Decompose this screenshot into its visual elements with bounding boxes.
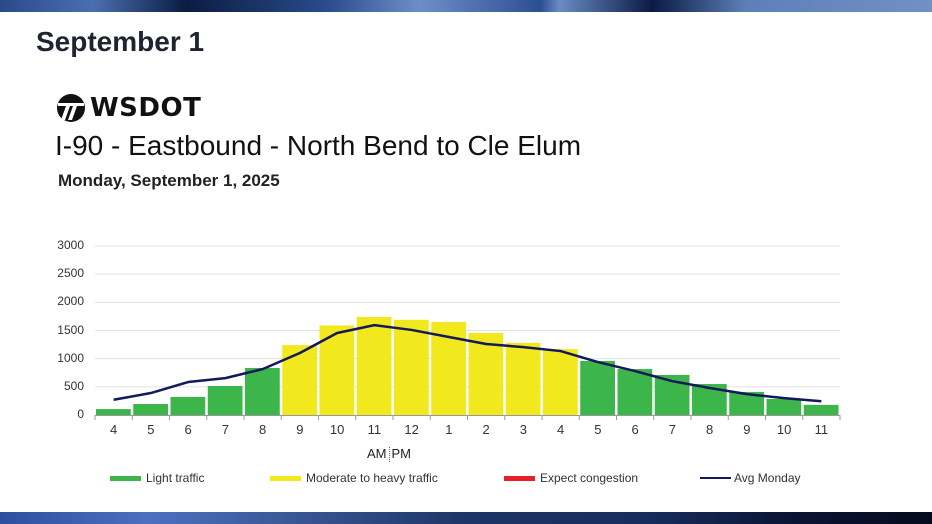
congestion-swatch bbox=[504, 475, 535, 481]
x-tick-label: 4 bbox=[557, 422, 565, 437]
avg-monday-line bbox=[113, 323, 822, 403]
x-tick-label: 9 bbox=[743, 422, 751, 437]
x-tick-label: 3 bbox=[519, 422, 527, 437]
wsdot-logo-text: WSDOT bbox=[90, 93, 202, 123]
x-tick-label: 10 bbox=[329, 422, 345, 437]
x-tick-label: 4 bbox=[110, 422, 118, 437]
x-tick-label: 1 bbox=[445, 422, 453, 437]
legend-label: Expect congestion bbox=[540, 471, 639, 485]
x-tick-label: 5 bbox=[594, 422, 602, 437]
chart-title: I-90 - Eastbound - North Bend to Cle Elu… bbox=[55, 130, 582, 161]
legend-label: Light traffic bbox=[146, 471, 205, 485]
bar-light bbox=[96, 409, 131, 415]
pm-label: PM bbox=[391, 446, 412, 461]
x-tick-label: 2 bbox=[482, 422, 490, 437]
x-tick-label: 10 bbox=[776, 422, 792, 437]
x-tick-label: 5 bbox=[147, 422, 155, 437]
bar-light bbox=[617, 369, 653, 415]
am-pm-divider-label: AM PM bbox=[367, 446, 412, 463]
x-tick-label: 11 bbox=[367, 422, 382, 437]
x-tick-label: 12 bbox=[404, 422, 419, 437]
bar-moderate bbox=[394, 319, 429, 415]
bar-light bbox=[803, 404, 839, 415]
bar-light bbox=[766, 398, 802, 415]
x-tick-label: 6 bbox=[184, 422, 192, 437]
wsdot-logo: WSDOT bbox=[56, 93, 201, 123]
legend-label: Moderate to heavy traffic bbox=[306, 471, 438, 485]
y-tick-label: 1000 bbox=[57, 350, 84, 365]
legend-expect-congestion: Expect congestion bbox=[504, 471, 638, 485]
x-tick-label: 11 bbox=[814, 422, 829, 437]
chart-subtitle: Monday, September 1, 2025 bbox=[58, 171, 280, 190]
y-tick-label: 0 bbox=[77, 407, 84, 421]
y-tick-label: 3000 bbox=[57, 238, 84, 252]
header-banner bbox=[0, 0, 932, 12]
avg-monday-line-swatch bbox=[700, 477, 731, 479]
x-tick-label: 7 bbox=[221, 422, 229, 437]
am-label: AM bbox=[367, 446, 387, 461]
x-tick-label: 6 bbox=[631, 422, 639, 437]
bar-light bbox=[729, 391, 764, 415]
light-traffic-swatch bbox=[110, 475, 141, 481]
x-tick-label: 9 bbox=[296, 422, 304, 437]
bar-light bbox=[245, 367, 280, 415]
bar-light bbox=[580, 360, 615, 415]
legend-light-traffic: Light traffic bbox=[110, 471, 204, 485]
x-tick-label: 7 bbox=[668, 422, 676, 437]
bar-light bbox=[133, 404, 168, 415]
bar-moderate bbox=[356, 316, 392, 415]
y-tick-label: 500 bbox=[63, 378, 84, 393]
am-pm-separator bbox=[388, 447, 390, 463]
bar-moderate bbox=[468, 333, 504, 415]
bar-moderate bbox=[282, 345, 317, 415]
legend-label: Avg Monday bbox=[734, 471, 801, 485]
y-tick-label: 2500 bbox=[57, 266, 84, 281]
legend-avg-monday: Avg Monday bbox=[700, 471, 801, 485]
bar-light bbox=[170, 396, 206, 415]
x-tick-label: 8 bbox=[706, 422, 714, 437]
y-tick-label: 1500 bbox=[57, 322, 84, 337]
x-tick-label: 8 bbox=[259, 422, 267, 437]
footer-banner bbox=[0, 512, 932, 524]
bar-light bbox=[207, 385, 243, 415]
bar-moderate bbox=[505, 342, 541, 415]
wsdot-logo-icon bbox=[57, 94, 85, 122]
y-tick-label: 2000 bbox=[57, 294, 84, 309]
page-title: September 1 bbox=[36, 26, 205, 57]
legend-moderate-traffic: Moderate to heavy traffic bbox=[270, 471, 438, 485]
bar-moderate bbox=[543, 349, 578, 415]
moderate-traffic-swatch bbox=[270, 475, 301, 481]
